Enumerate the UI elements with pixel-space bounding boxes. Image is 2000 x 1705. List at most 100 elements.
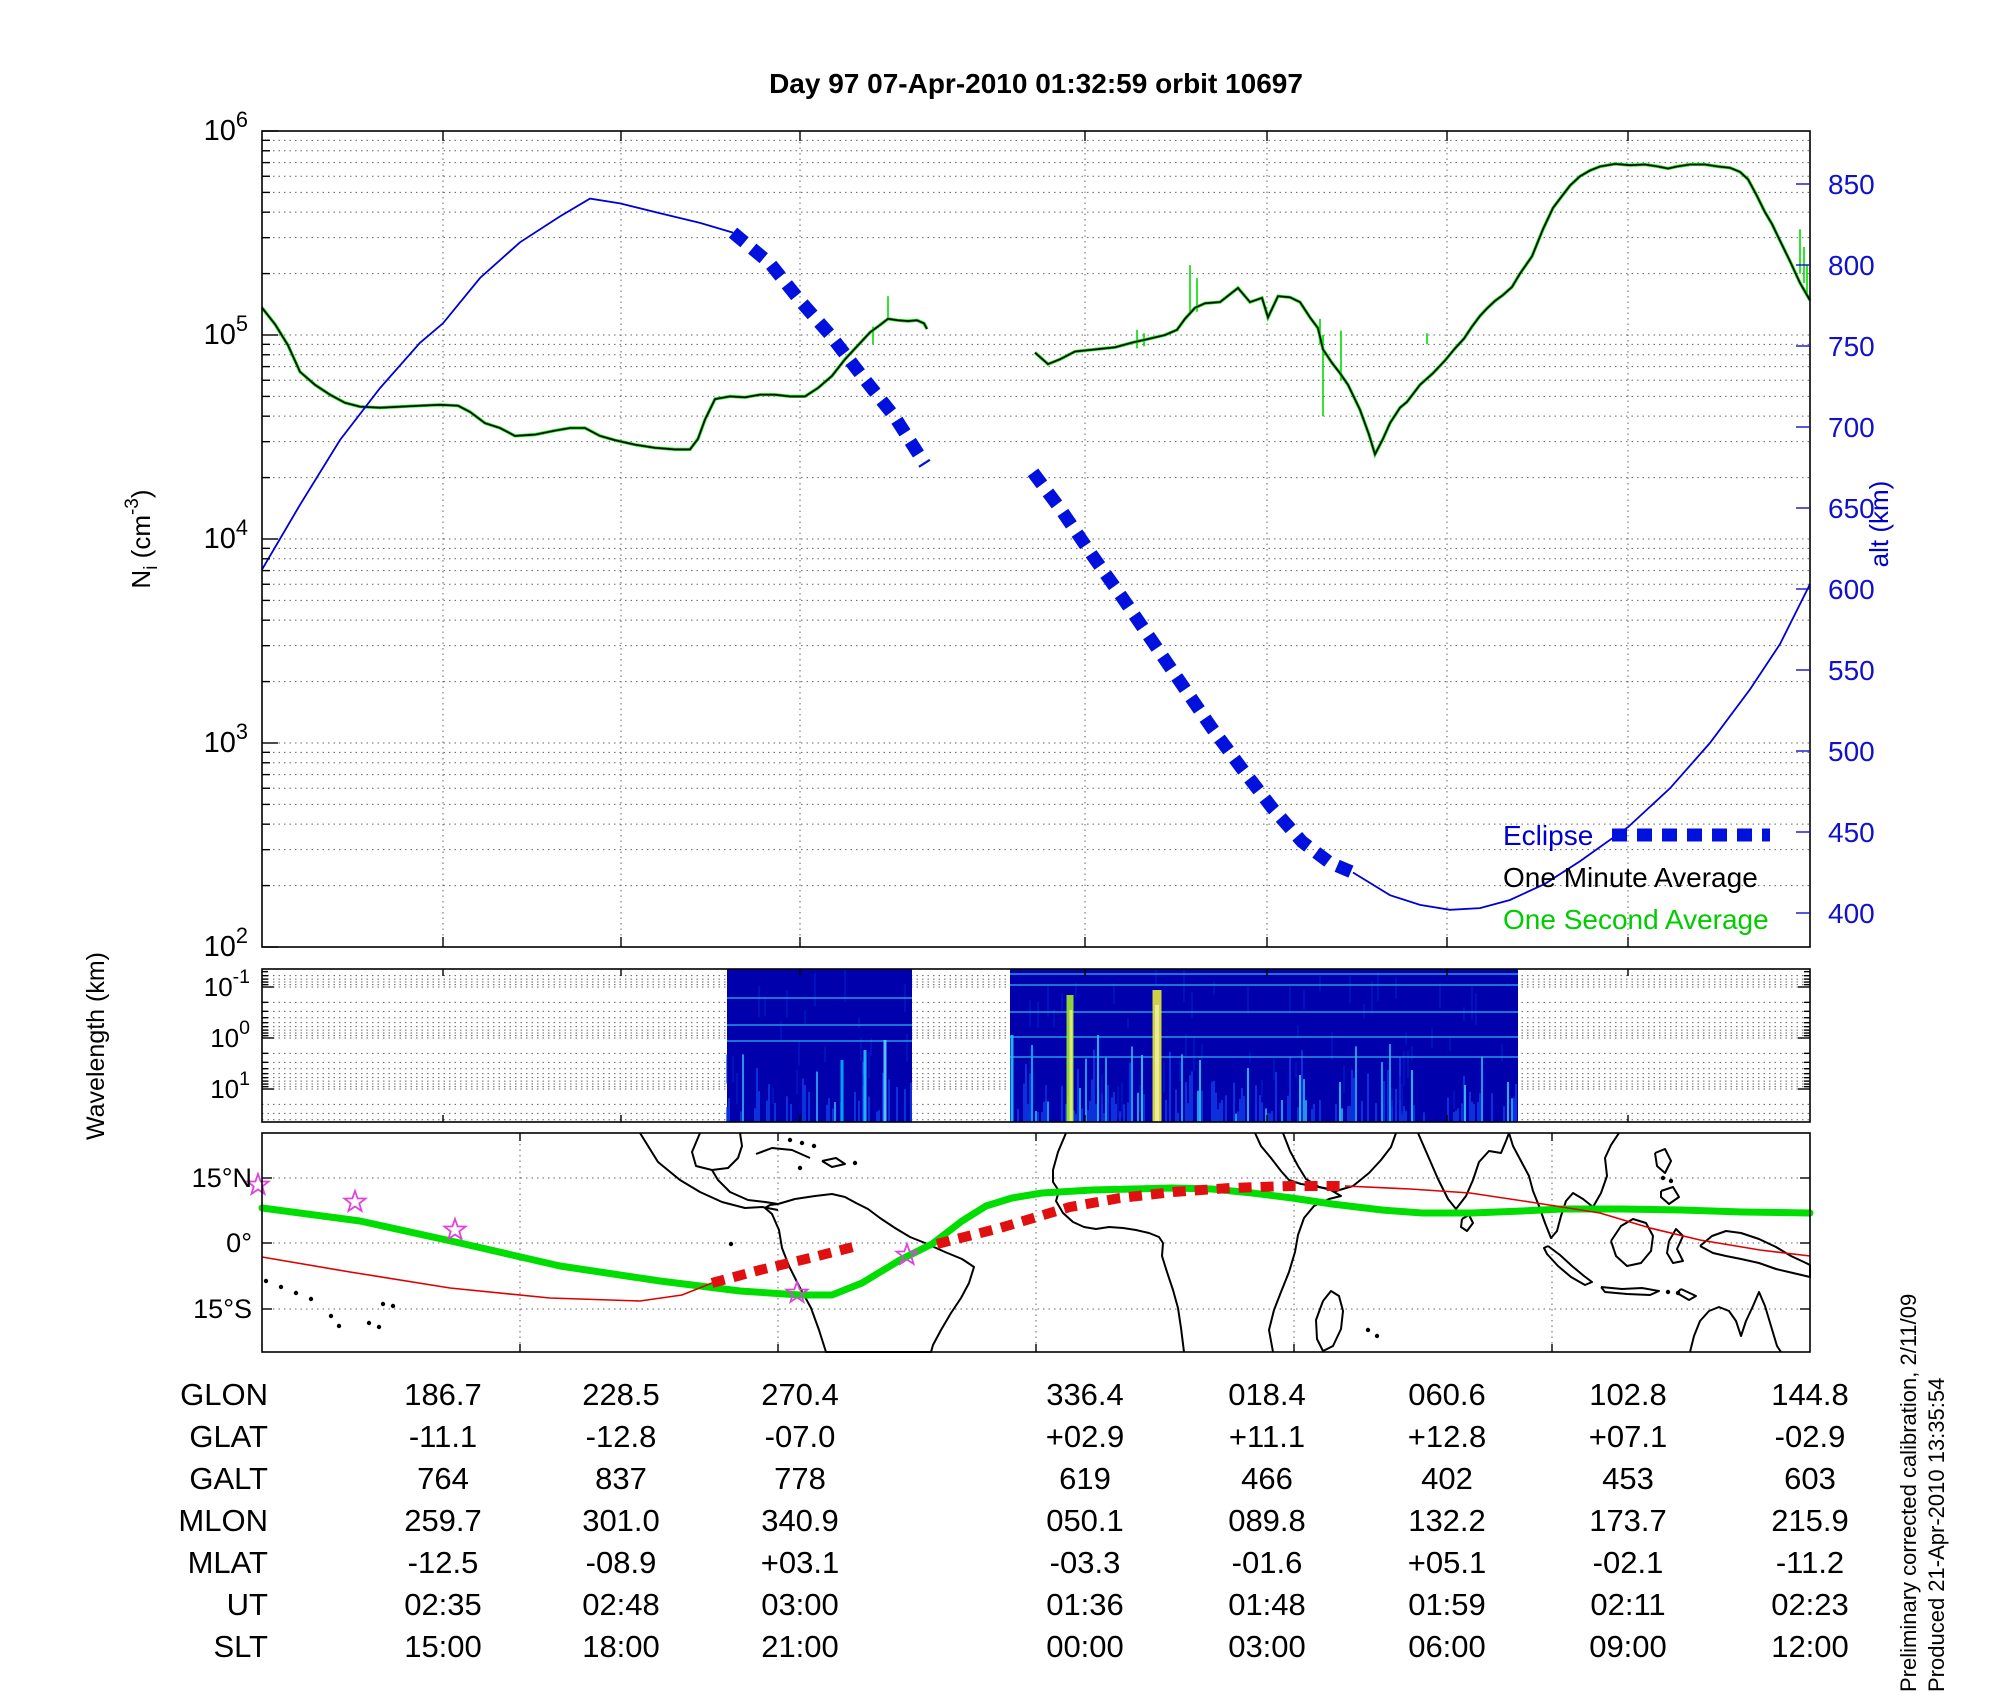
panel-frames (261, 130, 1811, 1353)
altitude-axis-title: alt (km) (1864, 481, 1894, 568)
wavelength-tick-label: 101 (210, 1068, 250, 1104)
table-row-label: SLT (213, 1629, 268, 1664)
altitude-tick-label: 850 (1828, 169, 1875, 200)
altitude-tick-label: 400 (1828, 898, 1875, 929)
table-cell: 03:00 (1228, 1629, 1306, 1664)
island-dot (1365, 1327, 1371, 1333)
island-dot (376, 1324, 382, 1330)
altitude-tick-label: 550 (1828, 655, 1875, 686)
legend-one-minute-label: One Minute Average (1503, 862, 1758, 893)
eclipse-ground-track (935, 1181, 1345, 1249)
altitude-tick-label: 700 (1828, 412, 1875, 443)
table-cell: 09:00 (1589, 1629, 1667, 1664)
island-dot (1665, 1289, 1671, 1295)
table-cell: 06:00 (1408, 1629, 1486, 1664)
island-dot (263, 1278, 269, 1284)
time-mark-star (441, 1216, 469, 1242)
density-tick-label: 104 (204, 515, 248, 555)
table-cell: -12.5 (408, 1545, 479, 1580)
coastline (1676, 1288, 1697, 1301)
table-cell: 228.5 (582, 1377, 660, 1412)
table-cell: 603 (1784, 1461, 1836, 1496)
magnetic-footprint-line (1344, 1185, 1811, 1257)
page-title: Day 97 07-Apr-2010 01:32:59 orbit 10697 (769, 68, 1303, 99)
table-row-label: GLAT (189, 1419, 268, 1454)
legend-one-second-label: One Second Average (1503, 904, 1769, 935)
island-dot (380, 1301, 386, 1307)
table-cell: 050.1 (1046, 1503, 1124, 1538)
island-dot (366, 1320, 372, 1326)
island-dot (390, 1303, 396, 1309)
altitude-tick-label: 600 (1828, 574, 1875, 605)
table-cell: 21:00 (761, 1629, 839, 1664)
axis-ticks (262, 130, 1810, 1352)
island-dot (278, 1284, 284, 1290)
density-tick-label: 102 (204, 923, 248, 963)
magnetic-footprint-line (261, 1256, 713, 1302)
table-cell: 089.8 (1228, 1503, 1306, 1538)
table-cell: 301.0 (582, 1503, 660, 1538)
density-tick-label: 105 (204, 311, 248, 351)
table-cell: -12.8 (586, 1419, 657, 1454)
table-cell: +03.1 (761, 1545, 839, 1580)
coastline (1417, 1132, 1510, 1210)
data-curves (260, 162, 1812, 911)
island-dot (728, 1241, 734, 1247)
time-mark-star (893, 1241, 921, 1267)
legend-eclipse-label: Eclipse (1503, 820, 1593, 851)
latitude-tick-label: 15°N (192, 1163, 252, 1193)
ephemeris-table: GLON 186.7 228.5 270.4 336.4 018.4 060.6 102.8 1… (178, 1377, 1848, 1664)
world-map (244, 1132, 1814, 1353)
table-cell: -03.3 (1050, 1545, 1121, 1580)
coastline (1600, 1286, 1660, 1296)
island-dot (1374, 1333, 1380, 1339)
island-dot (1675, 1290, 1681, 1296)
table-cell: 01:36 (1046, 1587, 1124, 1622)
coastline (821, 1157, 846, 1168)
island-dot (787, 1137, 793, 1143)
time-mark-star (783, 1279, 811, 1305)
island-dot (1668, 1178, 1674, 1184)
eclipse-ground-track (710, 1242, 855, 1288)
altitude-tick-label: 800 (1828, 250, 1875, 281)
axis-tick-labels: 106 105 104 103 102 850 800 750 700 650 600 550 500 4… (192, 107, 1875, 1324)
table-row-label: MLON (178, 1503, 268, 1538)
wavelength-axis-title: Wavelength (km) (82, 952, 110, 1140)
table-row-label: UT (227, 1587, 268, 1622)
altitude-tick-label: 450 (1828, 817, 1875, 848)
altitude-tick-label: 500 (1828, 736, 1875, 767)
table-cell: 466 (1241, 1461, 1293, 1496)
table-cell: 215.9 (1771, 1503, 1849, 1538)
table-cell: 764 (417, 1461, 469, 1496)
table-cell: +12.8 (1408, 1419, 1486, 1454)
island-dot (293, 1290, 299, 1296)
table-cell: 03:00 (761, 1587, 839, 1622)
table-cell: -11.1 (409, 1419, 477, 1454)
table-cell: 060.6 (1408, 1377, 1486, 1412)
coastline (1689, 1291, 1782, 1353)
table-cell: -08.9 (586, 1545, 657, 1580)
altitude-curve (261, 197, 734, 571)
table-cell: 01:48 (1228, 1587, 1306, 1622)
one-second-average-curve (1033, 162, 1812, 459)
table-row-label: MLAT (188, 1545, 268, 1580)
table-row-label: GALT (189, 1461, 268, 1496)
table-cell: 173.7 (1589, 1503, 1667, 1538)
table-cell: +07.1 (1589, 1419, 1667, 1454)
table-cell: -02.9 (1775, 1419, 1846, 1454)
coastline (1660, 1186, 1680, 1205)
latitude-tick-label: 0° (226, 1228, 252, 1258)
coastline (1254, 1132, 1342, 1353)
coastline (1666, 1228, 1684, 1264)
axis-titles: Ni (cm-3) alt (km) Wavelength (km) (82, 481, 1894, 1140)
table-cell: 02:11 (1590, 1587, 1665, 1622)
coastline (1654, 1148, 1672, 1174)
legend: Eclipse One Minute Average One Second Av… (1503, 820, 1770, 935)
footer-calibration-note: Preliminary corrected calibration, 2/11/… (1896, 1294, 1921, 1692)
table-cell: 102.8 (1589, 1377, 1667, 1412)
table-cell: 778 (774, 1461, 826, 1496)
altitude-eclipse-curve (728, 227, 931, 468)
wavelength-tick-label: 10-1 (204, 966, 250, 1002)
